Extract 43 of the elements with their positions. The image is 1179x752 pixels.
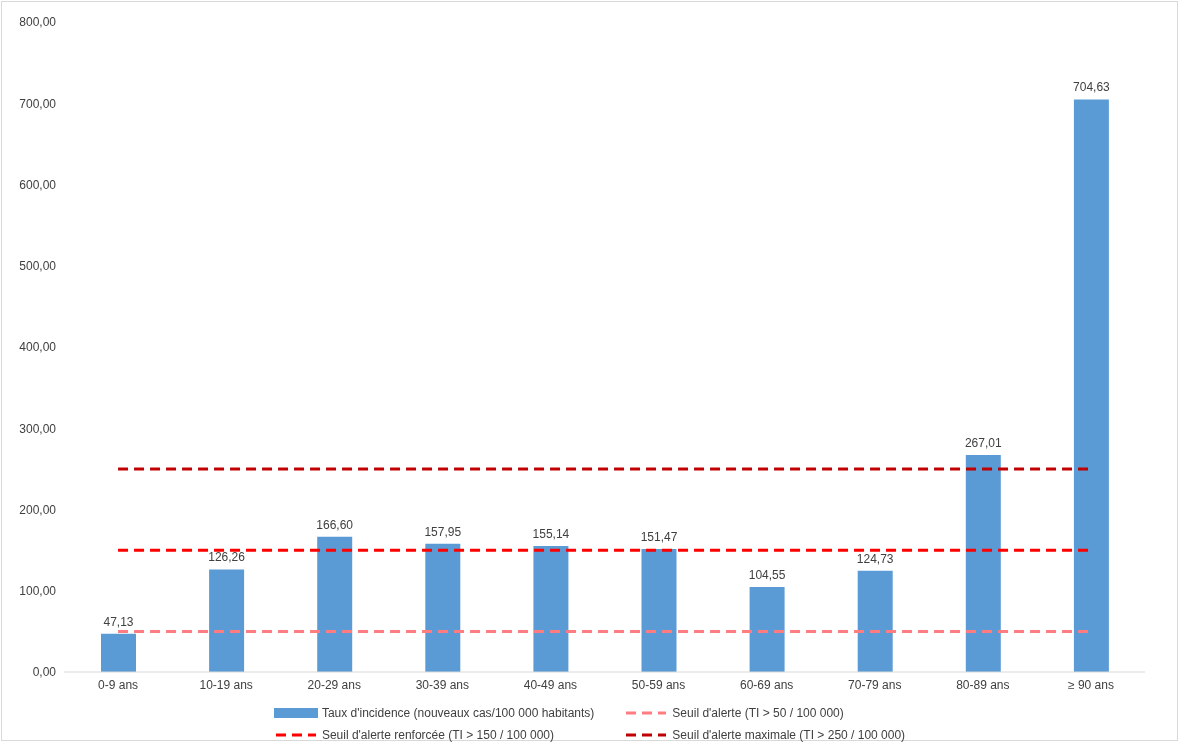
bar — [425, 543, 461, 672]
bar — [101, 633, 136, 672]
bar — [317, 536, 353, 672]
data-label: 155,14 — [532, 526, 570, 541]
data-label: 104,55 — [748, 568, 786, 583]
y-tick-label: 300,00 — [19, 421, 57, 436]
x-tick-label: 80-89 ans — [956, 677, 1010, 692]
legend-label: Seuil d'alerte renforcée (TI > 150 / 100 000) — [321, 728, 554, 742]
bar — [1073, 99, 1109, 672]
y-tick-label: 400,00 — [19, 340, 57, 355]
bar — [965, 455, 1001, 672]
data-label: 126,26 — [208, 550, 246, 565]
data-label: 166,60 — [316, 517, 354, 532]
x-tick-label: 40-49 ans — [523, 677, 578, 692]
y-tick-label: 600,00 — [19, 177, 57, 192]
bar — [641, 548, 677, 672]
legend-label: Seuil d'alerte maximale (TI > 250 / 100 000) — [672, 728, 906, 742]
y-tick-label: 100,00 — [19, 584, 57, 599]
data-label: 267,01 — [964, 436, 1002, 451]
x-tick-label: 30-39 ans — [415, 677, 470, 692]
x-tick-label: 0-9 ans — [98, 677, 139, 692]
data-label: 47,13 — [103, 614, 134, 629]
y-tick-label: 700,00 — [19, 96, 57, 111]
x-tick-label: 60-69 ans — [739, 677, 794, 692]
y-tick-label: 200,00 — [19, 502, 57, 517]
bar — [533, 545, 569, 672]
bar — [857, 570, 893, 672]
bar — [209, 569, 245, 672]
x-tick-label: 10-19 ans — [199, 677, 253, 692]
bar — [749, 587, 785, 672]
y-tick-label: 500,00 — [19, 259, 57, 274]
x-tick-label: ≥ 90 ans — [1067, 677, 1114, 692]
y-tick-label: 0,00 — [32, 665, 57, 680]
y-tick-label: 800,00 — [19, 15, 57, 30]
data-label: 157,95 — [424, 524, 462, 539]
legend-label: Taux d'incidence (nouveaux cas/100 000 habitants) — [321, 706, 595, 720]
data-label: 704,63 — [1073, 80, 1111, 95]
data-label: 124,73 — [856, 551, 894, 566]
legend-label: Seuil d'alerte (TI > 50 / 100 000) — [672, 706, 844, 720]
x-tick-label: 70-79 ans — [848, 677, 902, 692]
x-tick-label: 20-29 ans — [307, 677, 361, 692]
x-tick-label: 50-59 ans — [631, 677, 686, 692]
data-label: 151,47 — [640, 529, 678, 544]
